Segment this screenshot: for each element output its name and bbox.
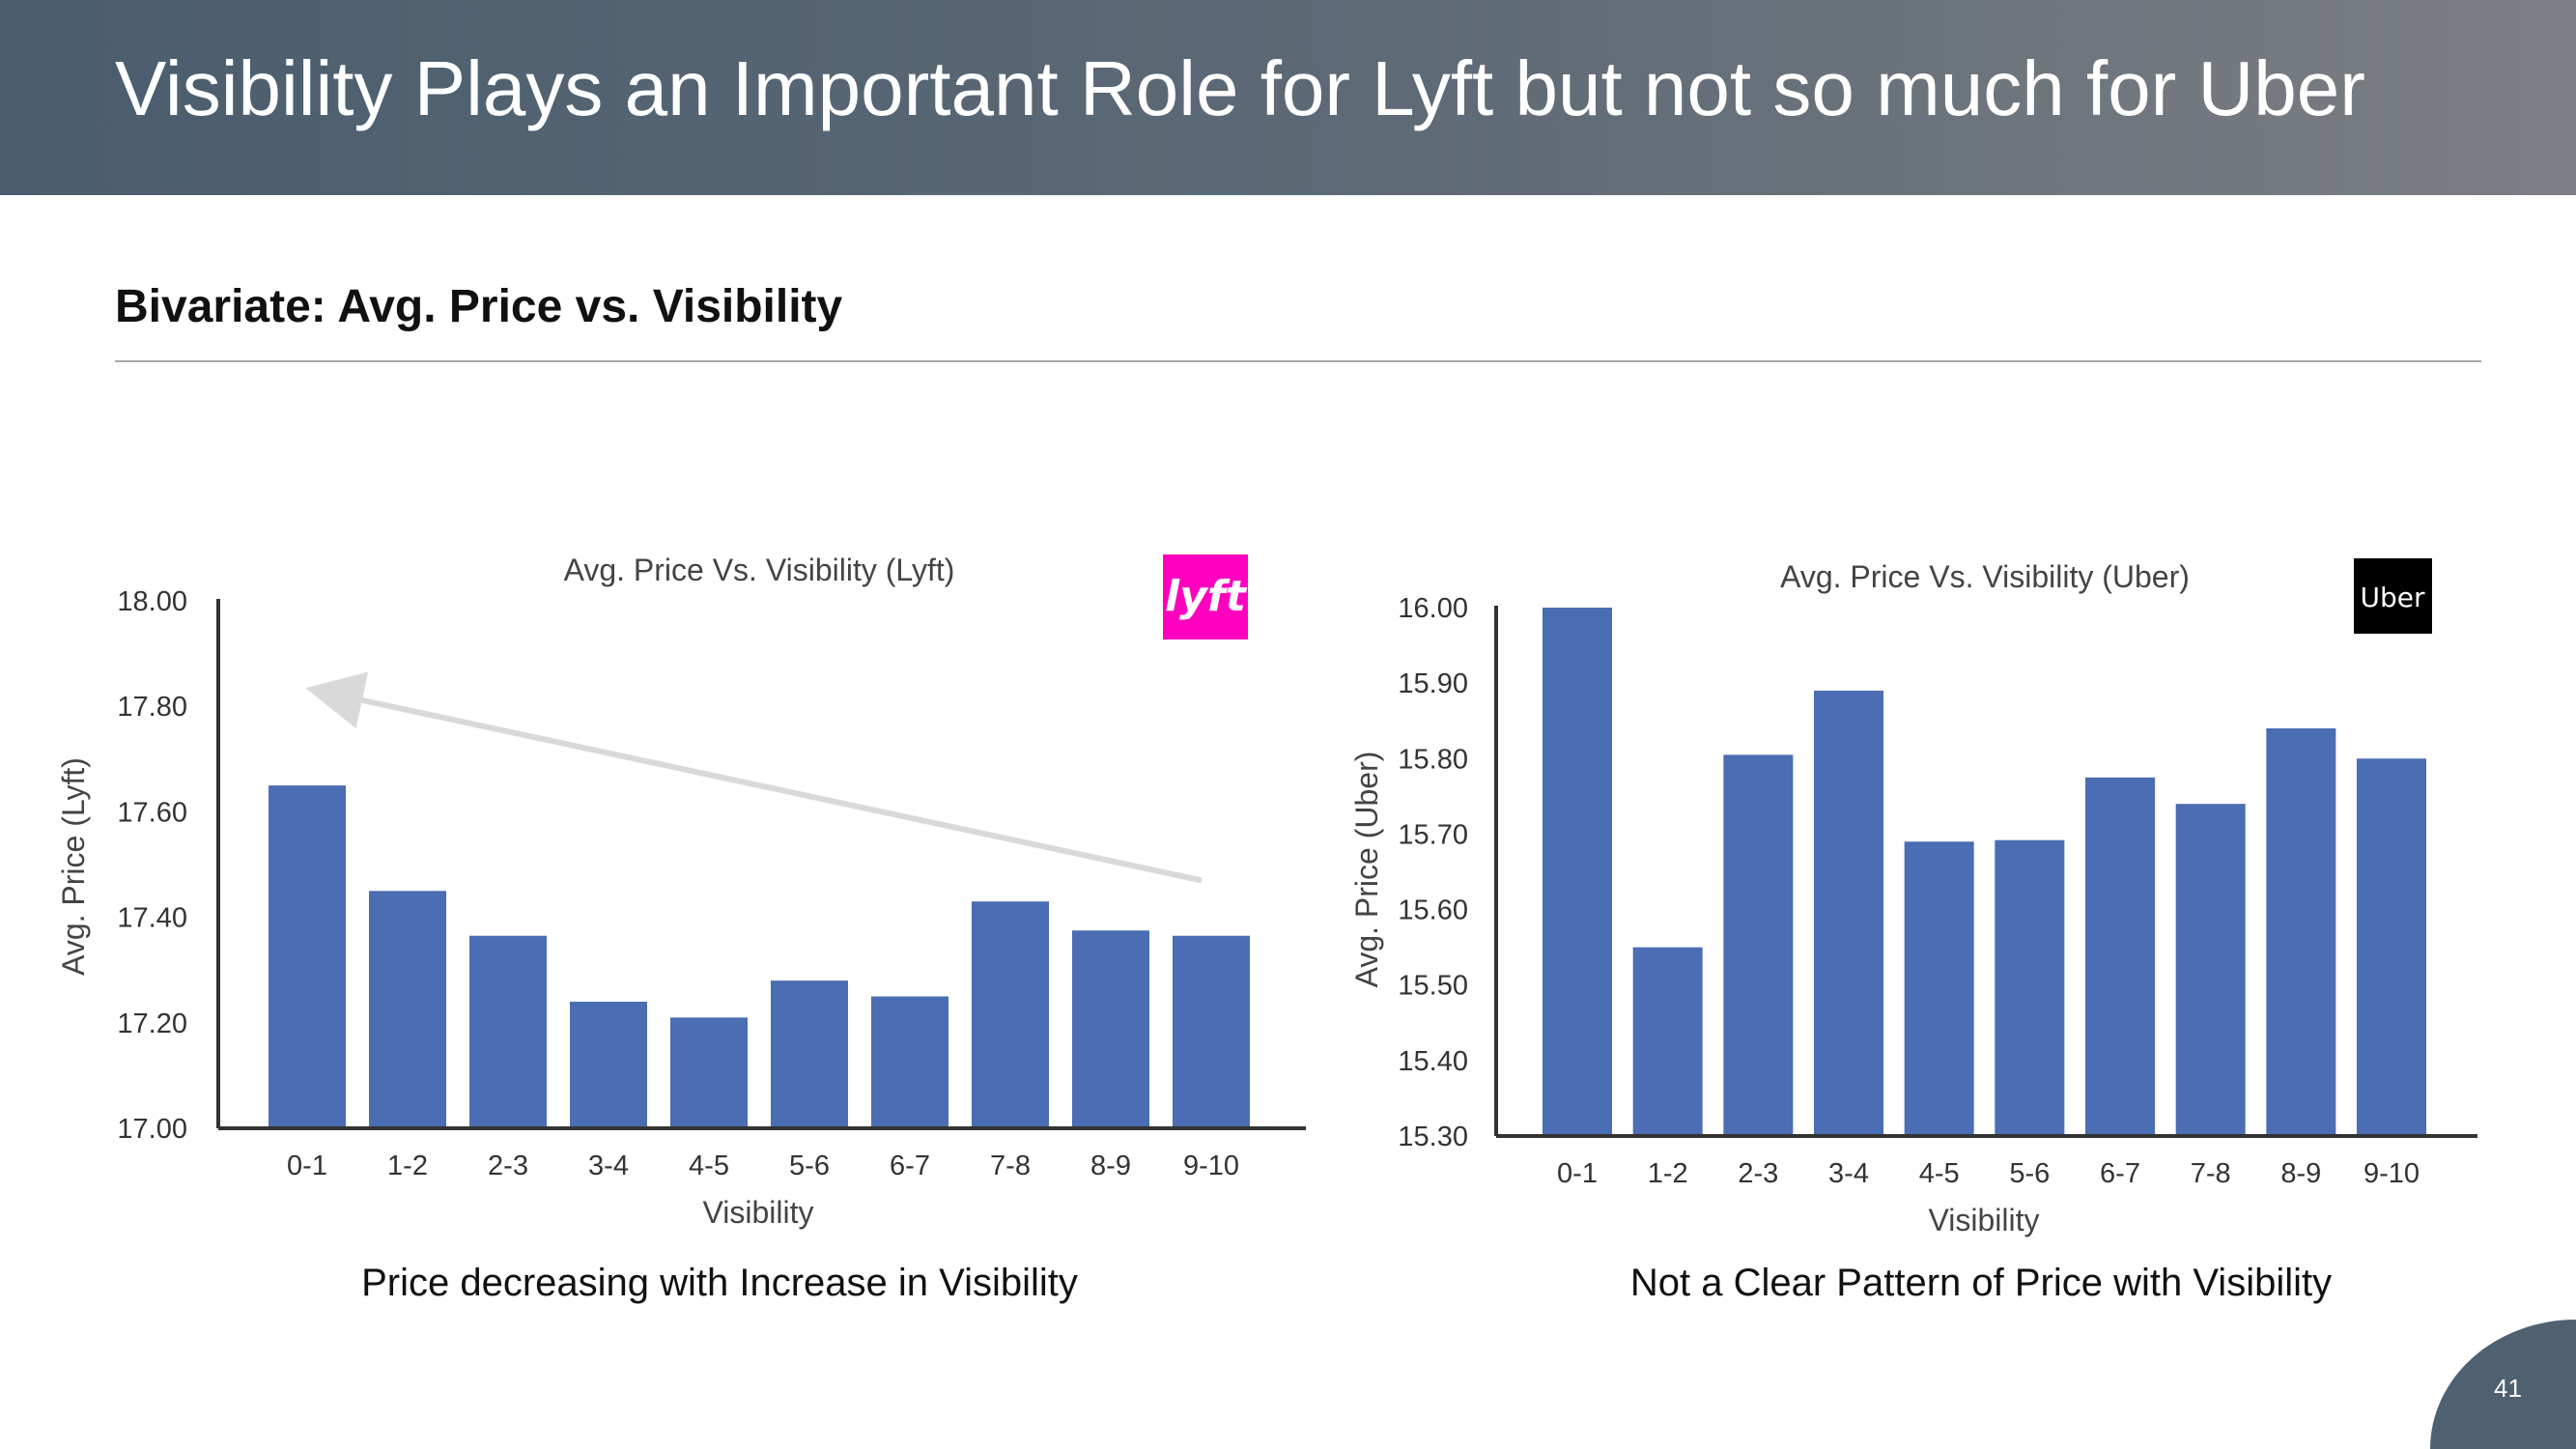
chart-uber-ytick: 15.90 bbox=[1398, 668, 1468, 699]
uber-logo-background bbox=[2354, 558, 2432, 634]
chart-lyft-ytick: 17.80 bbox=[117, 692, 187, 723]
chart-lyft-ytick: 17.40 bbox=[117, 903, 187, 934]
section-title: Bivariate: Avg. Price vs. Visibility bbox=[115, 281, 843, 332]
chart-uber-bar bbox=[1904, 841, 1974, 1136]
chart-lyft: Avg. Price Vs. Visibility (Lyft) Avg. Pr… bbox=[56, 553, 1306, 1230]
chart-lyft-ytick: 18.00 bbox=[117, 586, 187, 617]
chart-uber-xtick: 8-9 bbox=[2280, 1158, 2321, 1189]
chart-lyft-bar bbox=[771, 980, 848, 1128]
lyft-logo-text: lyft bbox=[1165, 572, 1248, 621]
chart-uber-ytick: 15.50 bbox=[1398, 971, 1468, 1002]
chart-uber-ytick: 16.00 bbox=[1398, 593, 1468, 624]
chart-uber-bar bbox=[1632, 947, 1703, 1136]
chart-lyft-bar bbox=[1173, 935, 1250, 1128]
chart-uber-bar bbox=[1814, 690, 1883, 1136]
chart-uber-bar bbox=[1995, 839, 2065, 1136]
chart-uber-ytick: 15.60 bbox=[1398, 895, 1468, 926]
uber-logo-text: Uber bbox=[2360, 582, 2424, 613]
header-band bbox=[0, 0, 2576, 195]
chart-lyft-xtick: 5-6 bbox=[789, 1151, 830, 1181]
chart-lyft-bar bbox=[369, 891, 446, 1128]
chart-lyft-bar bbox=[871, 996, 948, 1128]
chart-uber-bar bbox=[2175, 804, 2246, 1136]
chart-lyft-xtick: 1-2 bbox=[387, 1151, 428, 1181]
chart-uber-ytick: 15.40 bbox=[1398, 1046, 1468, 1077]
section-divider bbox=[115, 360, 2481, 362]
chart-uber: Avg. Price Vs. Visibility (Uber) Avg. Pr… bbox=[1349, 558, 2477, 1237]
chart-uber-bar bbox=[1723, 754, 1794, 1136]
caption-left: Price decreasing with Increase in Visibi… bbox=[361, 1262, 1078, 1304]
chart-uber-ytick: 15.70 bbox=[1398, 819, 1468, 850]
chart-lyft-bar bbox=[1072, 930, 1149, 1128]
chart-lyft-xtick: 2-3 bbox=[488, 1151, 528, 1181]
chart-lyft-bar bbox=[469, 935, 547, 1128]
chart-lyft-xtick: 3-4 bbox=[588, 1151, 629, 1181]
chart-uber-bar bbox=[2357, 758, 2426, 1136]
slide-title: Visibility Plays an Important Role for L… bbox=[115, 45, 2365, 131]
chart-uber-bar bbox=[1543, 608, 1612, 1136]
chart-uber-xtick: 2-3 bbox=[1738, 1158, 1778, 1189]
chart-uber-xtick: 1-2 bbox=[1648, 1158, 1688, 1189]
chart-lyft-bar bbox=[269, 785, 346, 1128]
chart-lyft-ylabel: Avg. Price (Lyft) bbox=[56, 757, 91, 976]
chart-uber-xtick: 9-10 bbox=[2364, 1158, 2420, 1189]
chart-lyft-xtick: 0-1 bbox=[287, 1151, 327, 1181]
chart-uber-xtick: 5-6 bbox=[2009, 1158, 2050, 1189]
chart-uber-ytick: 15.80 bbox=[1398, 744, 1468, 775]
lyft-logo: lyft bbox=[1163, 554, 1248, 639]
chart-uber-xtick: 7-8 bbox=[2191, 1158, 2231, 1189]
chart-uber-xtick: 6-7 bbox=[2100, 1158, 2140, 1189]
chart-lyft-title: Avg. Price Vs. Visibility (Lyft) bbox=[564, 553, 955, 587]
chart-uber-ylabel: Avg. Price (Uber) bbox=[1349, 752, 1384, 988]
chart-lyft-ytick: 17.20 bbox=[117, 1009, 187, 1039]
chart-uber-title: Avg. Price Vs. Visibility (Uber) bbox=[1780, 559, 2190, 594]
caption-right: Not a Clear Pattern of Price with Visibi… bbox=[1629, 1262, 2333, 1304]
chart-lyft-xtick: 6-7 bbox=[890, 1151, 930, 1181]
chart-uber-xtick: 4-5 bbox=[1919, 1158, 1960, 1189]
chart-lyft-ytick: 17.60 bbox=[117, 797, 187, 828]
chart-lyft-bar bbox=[670, 1017, 748, 1128]
chart-lyft-bar bbox=[570, 1001, 647, 1128]
chart-lyft-xtick: 7-8 bbox=[990, 1151, 1031, 1181]
chart-lyft-xlabel: Visibility bbox=[703, 1195, 814, 1230]
chart-uber-xtick: 3-4 bbox=[1828, 1158, 1869, 1189]
chart-uber-xtick: 0-1 bbox=[1557, 1158, 1598, 1189]
lyft-logo-background bbox=[1163, 554, 1248, 639]
chart-lyft-xtick: 9-10 bbox=[1183, 1151, 1239, 1181]
chart-lyft-ytick: 17.00 bbox=[117, 1114, 187, 1145]
chart-lyft-xtick: 8-9 bbox=[1090, 1151, 1131, 1181]
chart-lyft-xtick: 4-5 bbox=[689, 1151, 729, 1181]
page-number: 41 bbox=[2494, 1374, 2522, 1403]
chart-lyft-bar bbox=[972, 901, 1049, 1128]
chart-uber-xlabel: Visibility bbox=[1929, 1203, 2040, 1237]
chart-uber-bar bbox=[2085, 777, 2155, 1136]
uber-logo: Uber bbox=[2354, 558, 2432, 634]
chart-lyft-trend-arrow bbox=[305, 671, 1203, 884]
chart-uber-ytick: 15.30 bbox=[1398, 1122, 1468, 1152]
chart-uber-bar bbox=[2266, 728, 2336, 1136]
